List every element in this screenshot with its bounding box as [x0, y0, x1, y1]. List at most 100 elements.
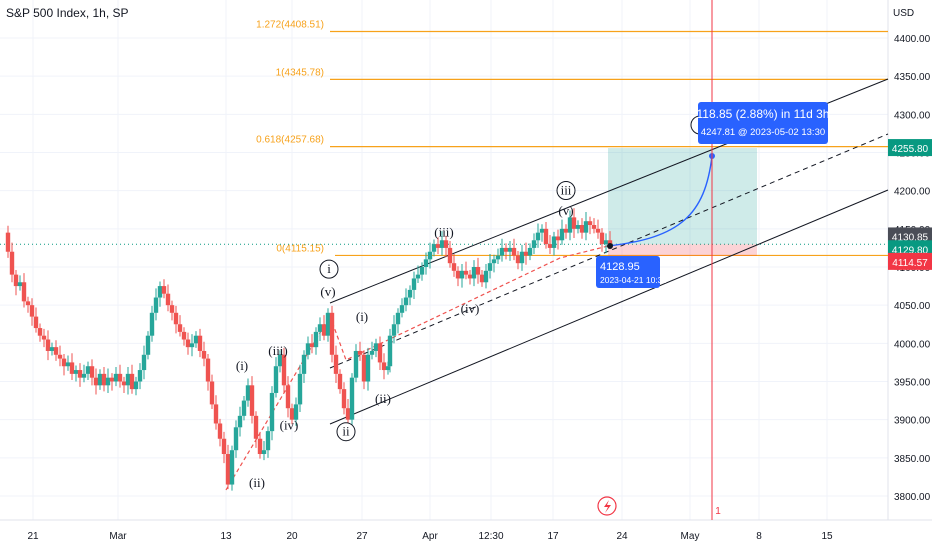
x-tick-label: 8 — [756, 531, 762, 542]
y-tick-label: 3900.00 — [894, 416, 931, 427]
candle-body — [427, 251, 433, 260]
projection-curve — [607, 155, 713, 247]
candle-body — [237, 415, 243, 428]
wave-label-circle — [336, 422, 356, 442]
candle-body — [173, 312, 179, 325]
candle-body — [253, 415, 259, 439]
candle-body — [373, 343, 379, 351]
candle-body — [17, 282, 23, 287]
candle-body — [305, 343, 311, 355]
candle-body — [37, 328, 43, 336]
y-tick-label: 4350.00 — [894, 72, 931, 83]
candle-body — [391, 324, 397, 336]
candle-body — [137, 370, 143, 382]
candle-body — [459, 270, 465, 279]
x-tick-label: 13 — [220, 531, 232, 542]
x-tick-label: Apr — [422, 531, 438, 542]
fib-level-label: 0.618(4257.68) — [256, 135, 324, 146]
wave-line — [329, 245, 609, 361]
symbol-title[interactable]: S&P 500 Index, 1h, SP — [6, 6, 129, 20]
candle-body — [281, 354, 287, 386]
candle-body — [491, 259, 497, 264]
wave-label: (ii) — [249, 475, 265, 490]
candle-body — [225, 454, 231, 485]
candle-body — [403, 297, 409, 306]
candle-body — [415, 274, 421, 279]
candle-body — [9, 251, 15, 275]
wave-label: (i) — [356, 309, 368, 324]
candle-body — [61, 358, 67, 367]
candle-body — [85, 366, 91, 374]
candle-body — [567, 217, 573, 233]
wave-label: (v) — [320, 284, 335, 299]
candle-body — [201, 350, 207, 359]
y-tick-label: 4000.00 — [894, 339, 931, 350]
candle-body — [369, 350, 375, 355]
candle-body — [157, 286, 163, 298]
candle-body — [475, 267, 481, 275]
candle-body — [261, 450, 267, 455]
candle-body — [249, 385, 255, 416]
candle-body — [97, 373, 103, 386]
candle-body — [145, 335, 151, 355]
candle-body — [197, 335, 203, 351]
candle-body — [101, 373, 107, 386]
candle-body — [69, 362, 75, 374]
candle-body — [5, 232, 11, 252]
stop-zone — [608, 244, 757, 256]
entry-label-box — [596, 256, 660, 288]
candle-body — [13, 274, 19, 287]
candle-body — [149, 312, 155, 336]
candle-body — [185, 339, 191, 348]
candle-body — [349, 377, 355, 420]
candle-body — [559, 228, 565, 241]
candle-body — [189, 343, 195, 348]
candle-body — [535, 232, 541, 241]
x-tick-label: Mar — [109, 531, 127, 542]
candle-body — [313, 331, 319, 348]
x-tick-label: 15 — [821, 531, 833, 542]
candle-body — [539, 228, 545, 233]
candle-body — [213, 404, 219, 424]
candle-body — [57, 354, 63, 359]
candle-body — [583, 221, 589, 233]
candle-body — [77, 370, 83, 378]
candle-body — [205, 358, 211, 382]
price-badge-label: 4114.57 — [892, 258, 928, 269]
candle-body — [81, 373, 87, 378]
candle-body — [527, 247, 533, 256]
candle-body — [181, 331, 187, 340]
wave-label-circle — [556, 180, 576, 200]
candle-body — [309, 343, 315, 348]
candle-body — [49, 347, 55, 351]
candle-body — [591, 225, 597, 229]
candle-body — [423, 259, 429, 267]
candle-body — [333, 354, 339, 374]
candle-body — [209, 381, 215, 405]
candle-body — [471, 267, 477, 279]
candle-body — [455, 270, 461, 279]
candle-body — [523, 251, 529, 256]
candle-body — [435, 244, 441, 248]
candle-body — [407, 289, 413, 298]
candle-body — [33, 316, 39, 329]
candle-body — [571, 217, 577, 229]
candle-body — [165, 293, 171, 306]
candle-body — [443, 240, 449, 248]
candle-body — [603, 240, 609, 245]
candle-body — [297, 373, 303, 405]
price-badge-label: 4255.80 — [892, 144, 929, 155]
x-tick-label: 20 — [286, 531, 298, 542]
candle-body — [93, 377, 99, 386]
fib-level-label: 0(4115.15) — [276, 243, 324, 254]
candle-body — [399, 305, 405, 313]
price-badge — [888, 227, 932, 245]
candle-body — [507, 247, 513, 252]
price-badge — [888, 252, 932, 270]
wave-label: ii — [342, 424, 350, 439]
candle-body — [233, 427, 239, 451]
candle-body — [109, 377, 115, 382]
currency-label: USD — [893, 8, 915, 19]
